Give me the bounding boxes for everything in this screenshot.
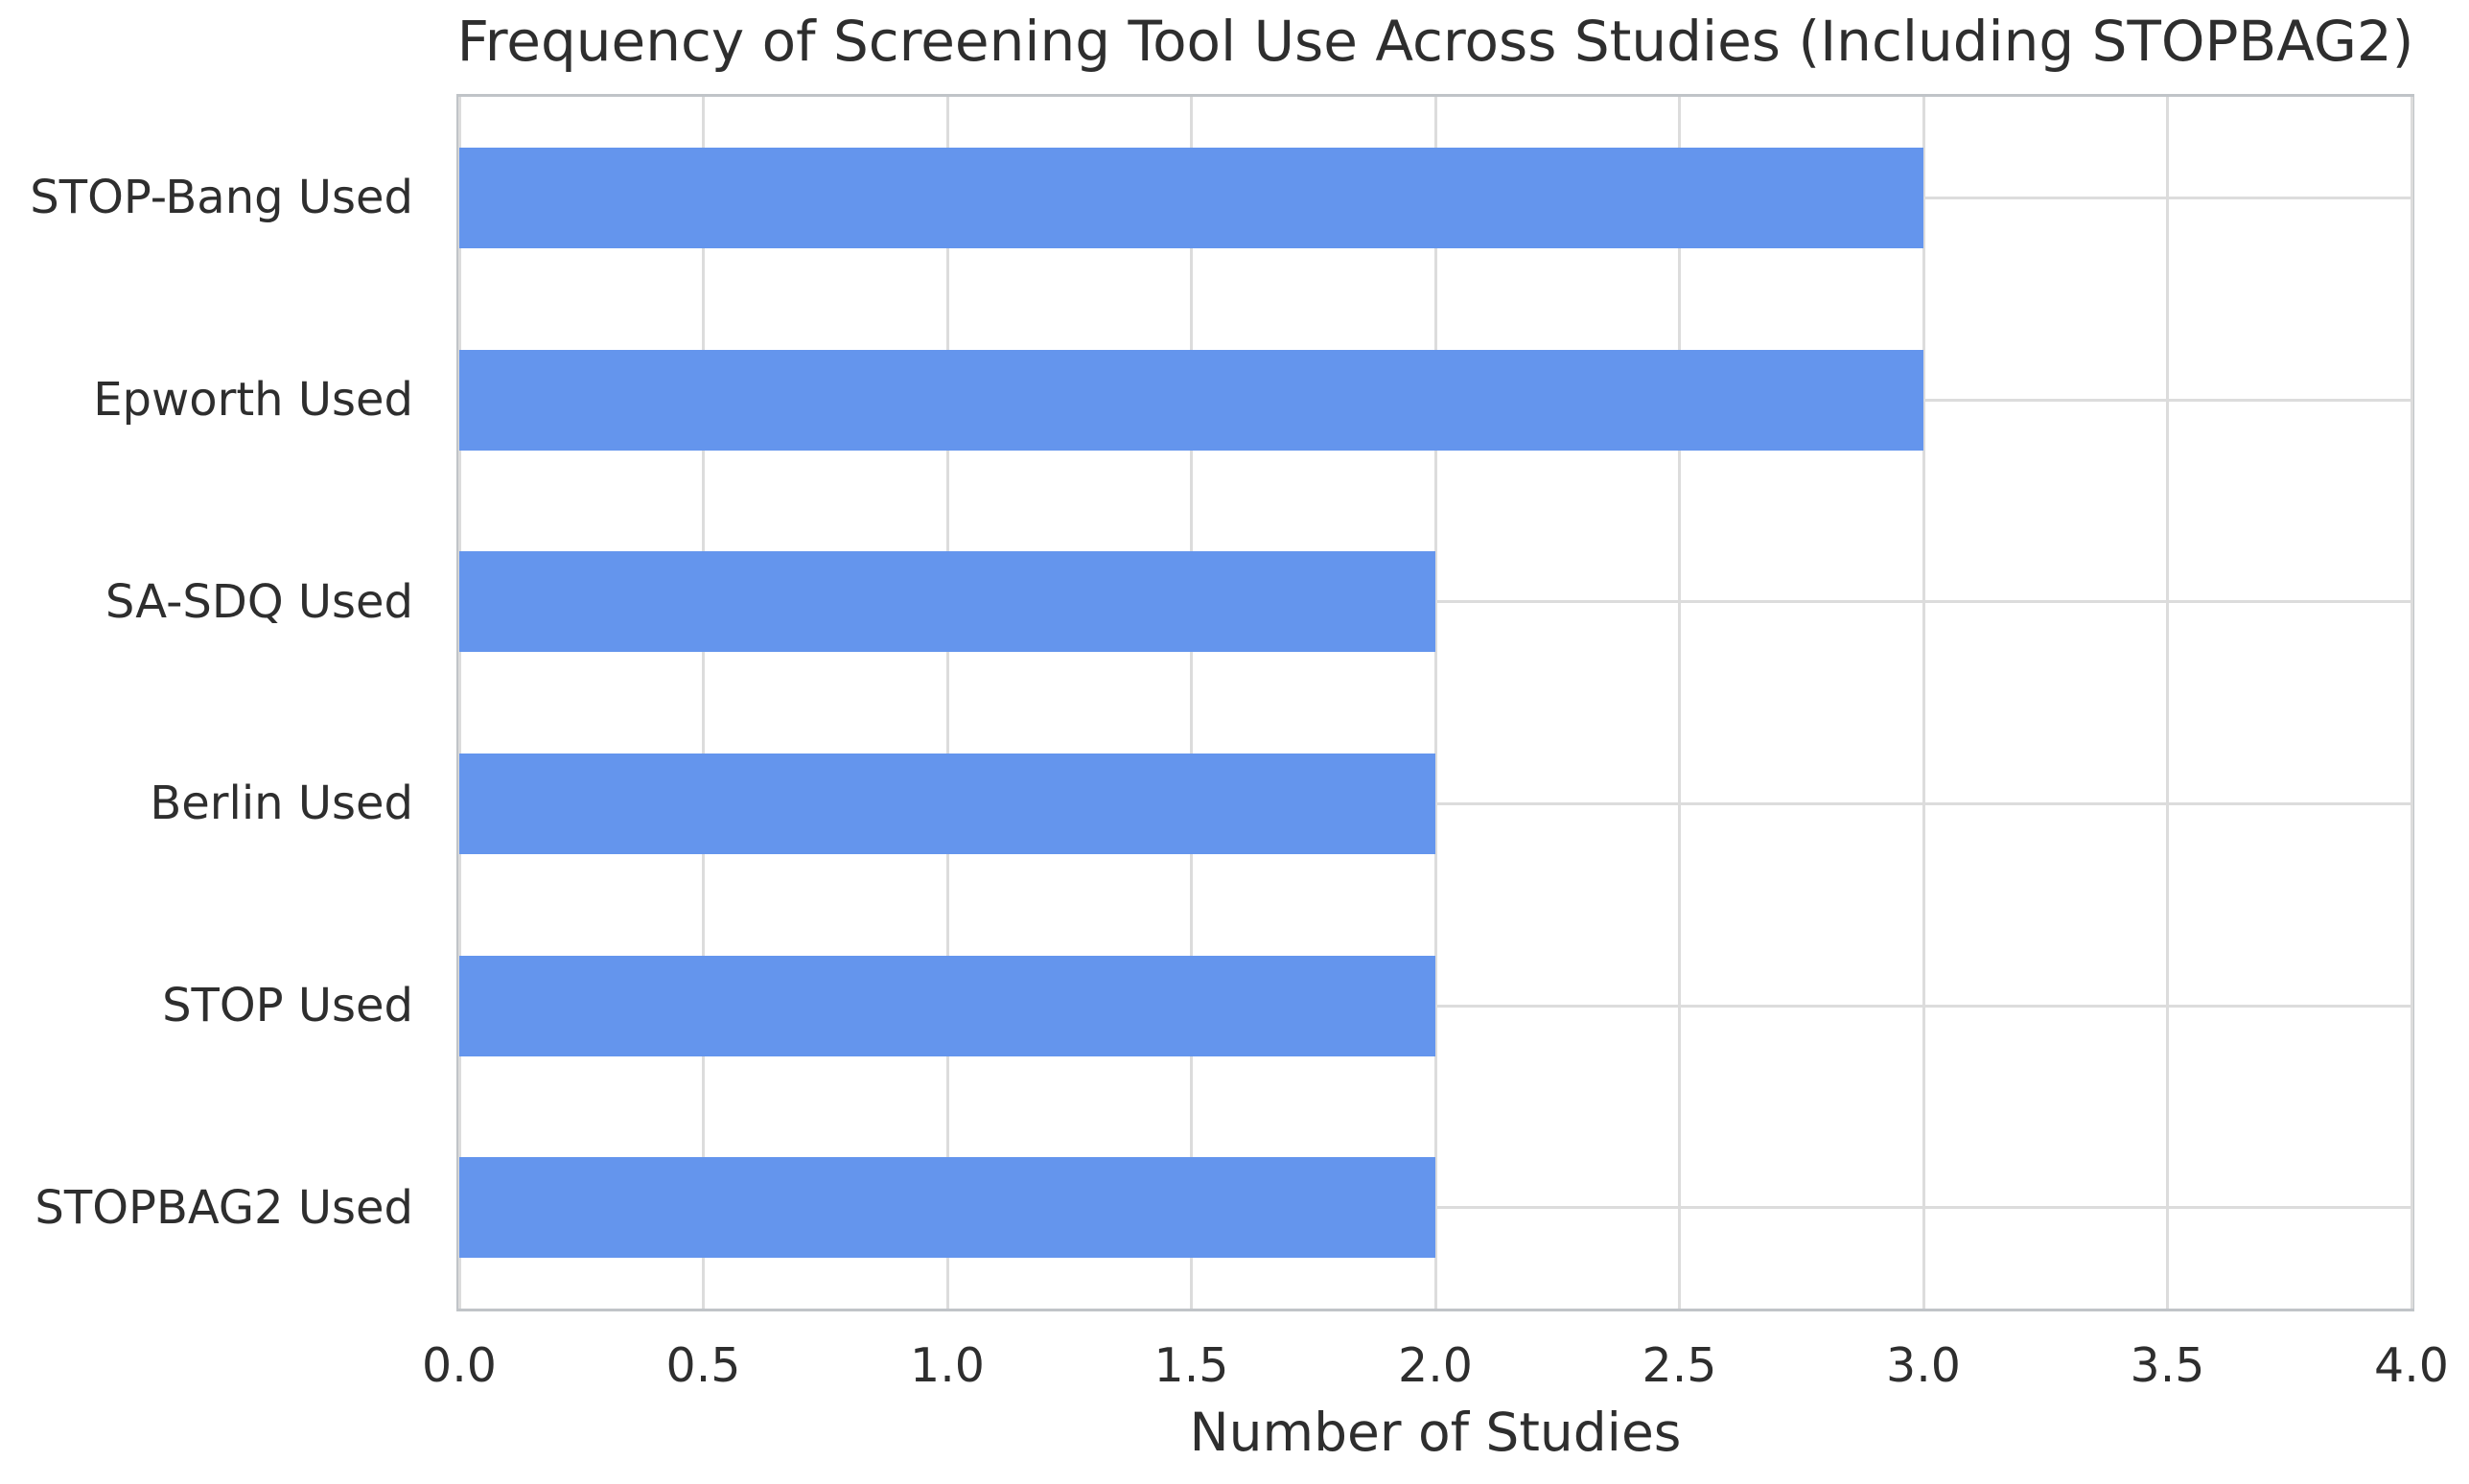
y-gridline-stop-used xyxy=(459,1004,2411,1008)
xtick-label-4.0: 4.0 xyxy=(2374,1338,2449,1393)
xtick-label-3.0: 3.0 xyxy=(1886,1338,1961,1393)
x-gridline-0 xyxy=(457,97,461,1309)
x-gridline-1.5 xyxy=(1190,97,1193,1309)
bar-stop-used xyxy=(459,955,1435,1056)
xtick-label-2.0: 2.0 xyxy=(1398,1338,1473,1393)
ytick-label-berlin-used: Berlin Used xyxy=(150,777,413,831)
bar-berlin-used xyxy=(459,753,1435,854)
x-gridline-3.5 xyxy=(2166,97,2169,1309)
bar-epworth-used xyxy=(459,349,1923,451)
bar-sa-sdq-used xyxy=(459,551,1435,653)
x-gridline-2 xyxy=(1433,97,1437,1309)
ytick-label-stop-used: STOP Used xyxy=(162,979,413,1032)
x-gridline-3 xyxy=(1922,97,1925,1309)
ytick-label-stop-bang-used: STOP-Bang Used xyxy=(30,171,413,225)
ytick-label-stopbag2-used: STOPBAG2 Used xyxy=(35,1180,413,1235)
bar-stop-bang-used xyxy=(459,147,1923,248)
y-gridline-berlin-used xyxy=(459,801,2411,805)
x-gridline-2.5 xyxy=(1678,97,1681,1309)
x-axis-label: Number of Studies xyxy=(1189,1402,1682,1463)
y-gridline-stopbag2-used xyxy=(459,1206,2411,1210)
x-gridline-1 xyxy=(945,97,949,1309)
xtick-label-3.5: 3.5 xyxy=(2130,1338,2205,1393)
chart-title: Frequency of Screening Tool Use Across S… xyxy=(456,9,2414,74)
plot-area xyxy=(456,94,2414,1311)
y-gridline-sa-sdq-used xyxy=(459,600,2411,604)
x-gridline-0.5 xyxy=(702,97,705,1309)
x-gridline-4 xyxy=(2410,97,2413,1309)
xtick-label-1.5: 1.5 xyxy=(1153,1338,1229,1393)
xtick-label-0.5: 0.5 xyxy=(665,1338,741,1393)
ytick-label-sa-sdq-used: SA-SDQ Used xyxy=(105,574,413,629)
xtick-label-1.0: 1.0 xyxy=(910,1338,985,1393)
ytick-label-epworth-used: Epworth Used xyxy=(93,373,413,427)
bar-stopbag2-used xyxy=(459,1157,1435,1259)
xtick-label-0.0: 0.0 xyxy=(422,1338,497,1393)
xtick-label-2.5: 2.5 xyxy=(1642,1338,1717,1393)
